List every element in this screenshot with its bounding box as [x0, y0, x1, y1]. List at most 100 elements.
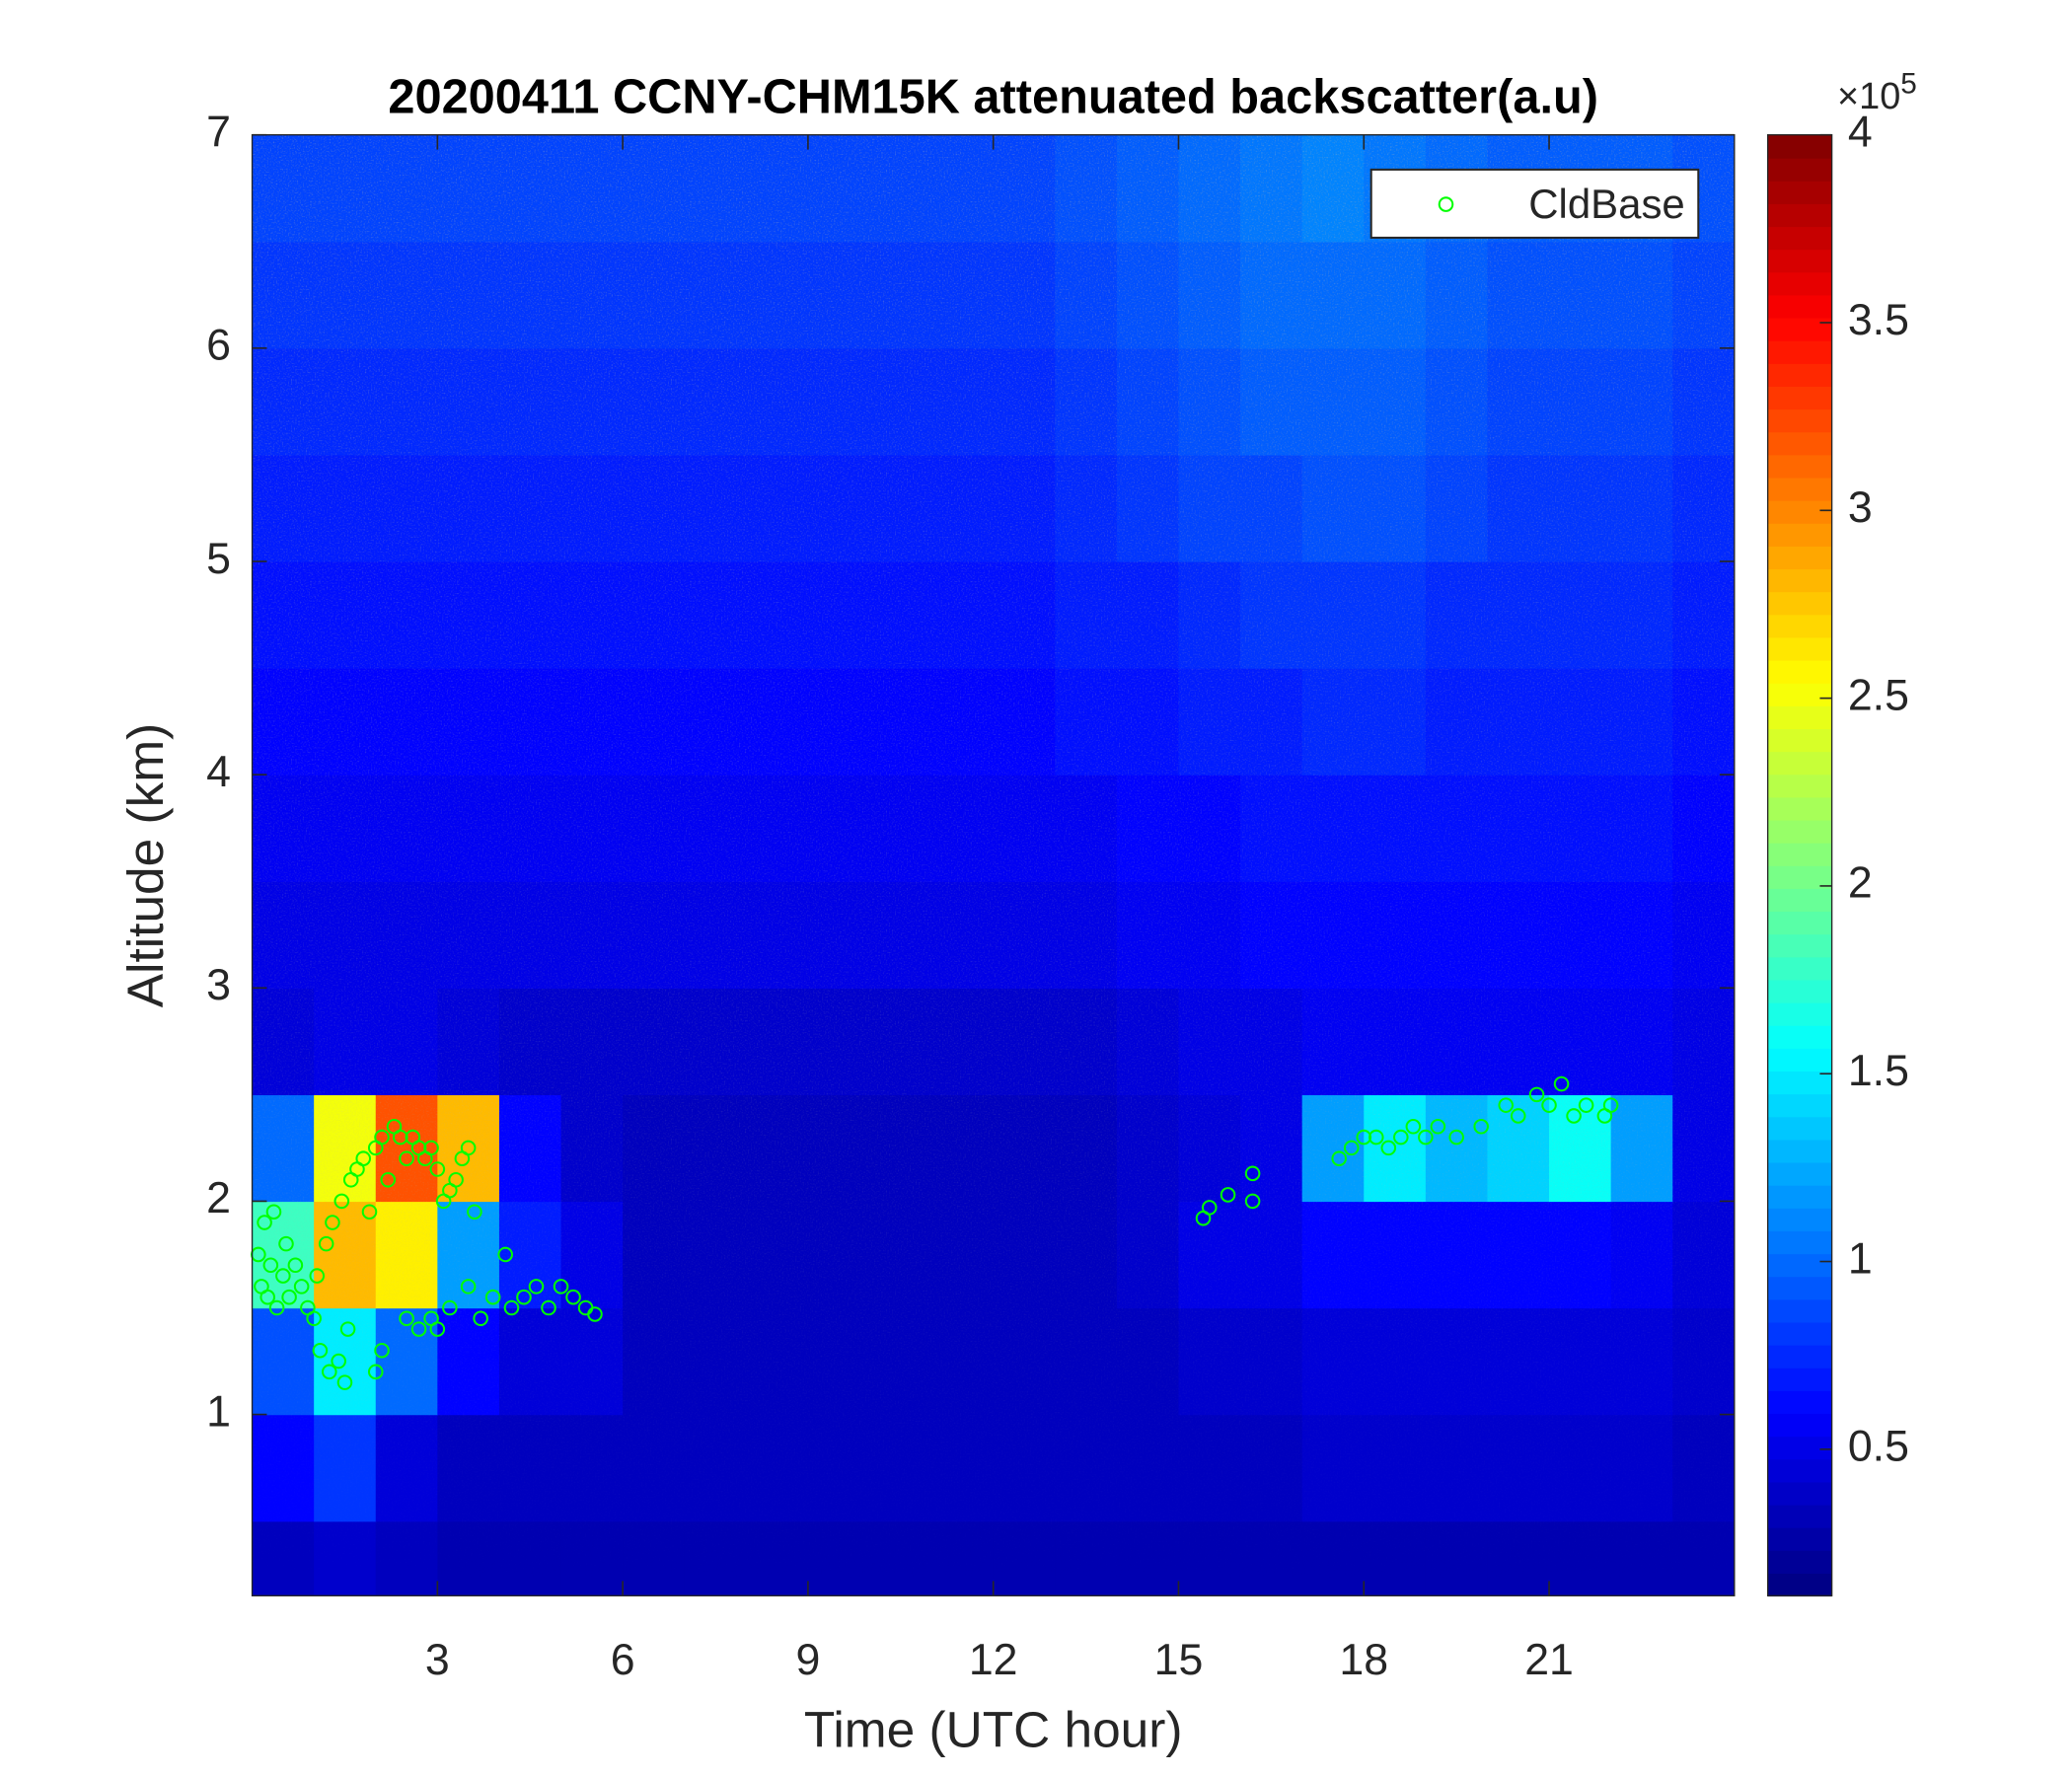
cloud-base-point [587, 1306, 603, 1322]
colorbar-step [1767, 294, 1832, 319]
colorbar-step [1767, 1093, 1832, 1118]
cloud-base-point [1566, 1108, 1582, 1124]
colorbar-step [1767, 1526, 1832, 1551]
cloud-base-point [473, 1310, 488, 1327]
cloud-base-point [399, 1310, 414, 1327]
colorbar-step [1767, 1208, 1832, 1231]
cloud-base-point [293, 1279, 310, 1295]
cloud-base-point [333, 1193, 350, 1210]
x-tick-label: 12 [969, 1636, 1018, 1684]
cloud-base-point [497, 1246, 513, 1263]
colorbar-step [1767, 591, 1832, 616]
cloud-base-point [410, 1321, 427, 1337]
cloud-base-point [1541, 1097, 1557, 1113]
colorbar-tick-label: 0.5 [1848, 1423, 1909, 1471]
colorbar-step [1767, 819, 1832, 844]
y-axis-label: Altitude (km) [116, 723, 174, 1008]
cloud-base-point [448, 1172, 464, 1188]
colorbar-step [1767, 1139, 1832, 1163]
chart-title: 20200411 CCNY-CHM15K attenuated backscat… [388, 70, 1598, 123]
colorbar-step [1767, 1116, 1832, 1141]
colorbar-step [1767, 408, 1832, 433]
x-tick-label: 15 [1154, 1636, 1204, 1684]
colorbar-tick-label: 3 [1848, 483, 1873, 532]
legend-label: CldBase [1528, 181, 1685, 227]
y-tick-label: 1 [206, 1387, 231, 1436]
colorbar-exponent: ×105 [1837, 67, 1917, 117]
y-tick-label: 4 [206, 748, 231, 796]
colorbar-step [1767, 796, 1832, 821]
cloud-base-point [262, 1257, 279, 1274]
colorbar-step [1767, 933, 1832, 958]
colorbar-step [1767, 751, 1832, 776]
y-tick-label: 7 [206, 108, 231, 156]
x-tick-label: 3 [425, 1636, 450, 1684]
cloud-base-point [528, 1279, 545, 1295]
cloud-base-point [1473, 1118, 1489, 1135]
y-tick-label: 6 [206, 322, 231, 370]
cloud-base-point [1343, 1140, 1360, 1156]
x-tick-label: 21 [1524, 1636, 1574, 1684]
colorbar-step [1767, 682, 1832, 706]
colorbar-step [1767, 1550, 1832, 1574]
colorbar-step [1767, 888, 1832, 913]
cloud-base-point [1602, 1097, 1619, 1113]
colorbar-step [1767, 1390, 1832, 1415]
colorbar-step [1767, 271, 1832, 296]
colorbar-step [1767, 1276, 1832, 1300]
colorbar-step [1767, 499, 1832, 524]
cloud-base-point [1244, 1165, 1261, 1182]
cloud-base-point [1331, 1150, 1347, 1166]
cloud-base-point [541, 1299, 556, 1316]
texture [252, 134, 1735, 1596]
colorbar-step [1767, 568, 1832, 593]
colorbar-step [1767, 911, 1832, 935]
cloud-base-point [259, 1289, 275, 1305]
cloud-base-point [331, 1353, 346, 1369]
colorbar-step [1767, 1436, 1832, 1460]
cloud-base-point [516, 1289, 532, 1305]
colorbar-tick-label: 1 [1848, 1234, 1873, 1283]
cloud-base-point [484, 1289, 501, 1305]
legend-marker [1438, 196, 1454, 212]
cloud-base-point [318, 1235, 334, 1252]
colorbar-step [1767, 1344, 1832, 1369]
colorbar-step [1767, 203, 1832, 228]
colorbar-step [1767, 1413, 1832, 1438]
colorbar-step [1767, 1321, 1832, 1346]
colorbar-tick-label: 3.5 [1848, 296, 1909, 344]
cloud-base-point [257, 1215, 272, 1230]
colorbar-step [1767, 1184, 1832, 1209]
x-tick-label: 9 [795, 1636, 820, 1684]
colorbar-step [1767, 134, 1832, 159]
cloud-base-point [1244, 1193, 1261, 1210]
cloud-base-point [325, 1215, 340, 1230]
colorbar-step [1767, 728, 1832, 753]
colorbar-step [1767, 956, 1832, 981]
cloud-base-point [1498, 1097, 1515, 1113]
colorbar-step [1767, 705, 1832, 729]
colorbar-step [1767, 979, 1832, 1003]
x-tick-label: 18 [1339, 1636, 1388, 1684]
colorbar-step [1767, 477, 1832, 501]
colorbar-step [1767, 1298, 1832, 1323]
colorbar-step [1767, 1161, 1832, 1186]
cloud-base-point [380, 1172, 397, 1188]
colorbar-step [1767, 431, 1832, 456]
cloud-base-point [460, 1279, 477, 1295]
cloud-base-point [1510, 1108, 1526, 1124]
colorbar-step [1767, 522, 1832, 547]
colorbar-step [1767, 339, 1832, 364]
colorbar-step [1767, 386, 1832, 410]
cloud-base-point [309, 1268, 326, 1284]
y-tick-label: 2 [206, 1174, 231, 1222]
colorbar-step [1767, 1367, 1832, 1391]
cloud-base-point [553, 1279, 569, 1295]
cloud-base-point [1578, 1097, 1594, 1113]
cloud-base-point [367, 1364, 384, 1380]
colorbar-step [1767, 1253, 1832, 1278]
colorbar-step [1767, 774, 1832, 798]
cloud-base-point [1201, 1200, 1218, 1216]
cloud-base-point [1553, 1075, 1570, 1092]
